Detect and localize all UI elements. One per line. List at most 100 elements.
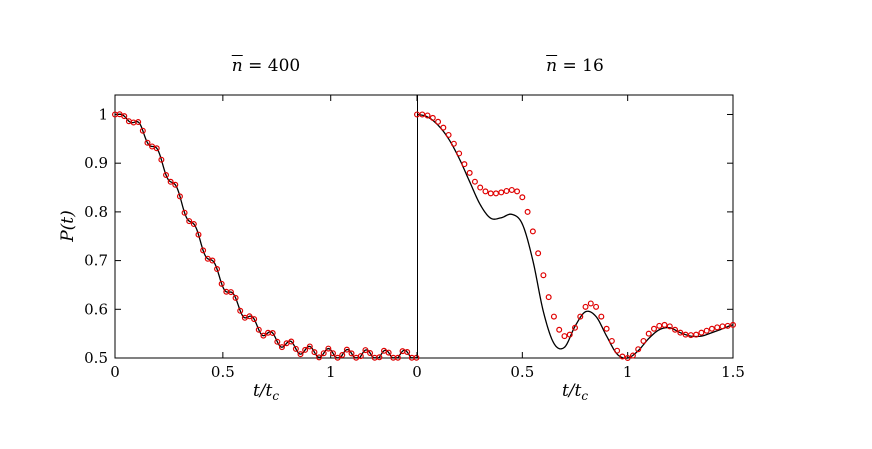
data-marker xyxy=(385,349,392,356)
data-marker xyxy=(121,113,128,120)
data-marker xyxy=(498,189,505,196)
data-marker xyxy=(550,313,557,320)
data-marker xyxy=(598,313,605,320)
data-marker xyxy=(466,169,473,176)
data-marker xyxy=(540,272,547,279)
x-axis-label-right-sub: c xyxy=(581,389,589,403)
y-tick-label: 0.5 xyxy=(84,349,108,367)
data-marker xyxy=(306,343,313,350)
data-marker xyxy=(672,326,679,333)
data-marker xyxy=(297,351,304,358)
data-marker xyxy=(535,250,542,257)
panel-title-right-eq: = 16 xyxy=(557,56,604,76)
data-marker xyxy=(619,353,626,360)
data-marker xyxy=(629,352,636,359)
data-marker xyxy=(172,181,179,188)
data-marker xyxy=(545,294,552,301)
data-marker xyxy=(656,322,663,329)
data-marker xyxy=(582,303,589,310)
data-marker xyxy=(316,354,323,361)
data-marker xyxy=(445,131,452,138)
data-marker xyxy=(519,194,526,201)
axis-box xyxy=(114,94,734,359)
x-axis-label-right: t/tc xyxy=(417,381,733,403)
data-marker xyxy=(292,345,299,352)
data-marker xyxy=(269,330,276,337)
data-marker xyxy=(167,178,174,185)
data-marker xyxy=(424,112,431,119)
data-marker xyxy=(274,338,281,345)
data-marker xyxy=(237,307,244,314)
data-marker xyxy=(311,349,318,356)
data-marker xyxy=(724,322,731,329)
nbar-symbol-left: n xyxy=(231,56,243,76)
data-marker xyxy=(561,333,568,340)
data-marker xyxy=(429,114,436,121)
x-tick-label: 1 xyxy=(326,363,336,381)
y-tick-label: 1 xyxy=(98,105,108,123)
x-axis-label-left: t/tc xyxy=(115,381,417,403)
data-marker xyxy=(176,193,183,200)
data-marker xyxy=(260,332,267,339)
data-marker xyxy=(450,140,457,147)
curve-line xyxy=(114,113,418,359)
data-marker xyxy=(577,313,584,320)
y-axis-label: P(t) xyxy=(58,210,78,242)
data-marker xyxy=(524,208,531,215)
data-marker xyxy=(320,350,327,357)
data-marker xyxy=(508,186,515,193)
data-marker xyxy=(708,325,715,332)
data-marker xyxy=(158,156,165,163)
data-marker xyxy=(190,221,197,228)
x-axis-label-right-main: t/t xyxy=(561,381,582,401)
data-marker xyxy=(200,247,207,254)
data-marker xyxy=(614,347,621,354)
data-marker xyxy=(251,316,258,323)
data-marker xyxy=(440,124,447,131)
data-marker xyxy=(482,188,489,195)
x-axis-label-left-main: t/t xyxy=(252,381,273,401)
x-tick-label: 0 xyxy=(110,363,120,381)
data-marker xyxy=(477,184,484,191)
data-marker xyxy=(413,354,420,361)
data-marker xyxy=(325,345,332,352)
data-marker xyxy=(666,323,673,330)
data-marker xyxy=(339,352,346,359)
data-marker xyxy=(367,350,374,357)
data-marker xyxy=(343,346,350,353)
data-marker xyxy=(729,321,736,328)
curve-line xyxy=(416,113,734,359)
data-marker xyxy=(714,324,721,331)
data-marker xyxy=(487,190,494,197)
data-marker xyxy=(603,325,610,332)
data-marker xyxy=(419,111,426,118)
data-marker xyxy=(227,289,234,296)
data-marker xyxy=(593,303,600,310)
data-marker xyxy=(394,354,401,361)
data-marker xyxy=(503,187,510,194)
data-marker xyxy=(163,172,170,179)
data-marker xyxy=(456,150,463,157)
x-tick-label: 0.5 xyxy=(510,363,534,381)
data-marker xyxy=(587,300,594,307)
data-marker xyxy=(214,266,221,273)
panel-title-right: n = 16 xyxy=(417,56,733,76)
data-marker xyxy=(232,294,239,301)
x-tick-label: 1.5 xyxy=(721,363,745,381)
data-marker xyxy=(471,178,478,185)
y-tick-label: 0.8 xyxy=(84,203,108,221)
data-marker xyxy=(677,329,684,336)
data-marker xyxy=(218,280,225,287)
data-marker xyxy=(693,331,700,338)
data-marker xyxy=(640,337,647,344)
data-marker xyxy=(288,338,295,345)
data-marker xyxy=(195,231,202,238)
data-marker xyxy=(719,323,726,330)
data-marker xyxy=(661,321,668,328)
data-marker xyxy=(556,326,563,333)
x-tick-label: 0 xyxy=(412,363,422,381)
data-marker xyxy=(144,139,151,146)
data-marker xyxy=(645,330,652,337)
